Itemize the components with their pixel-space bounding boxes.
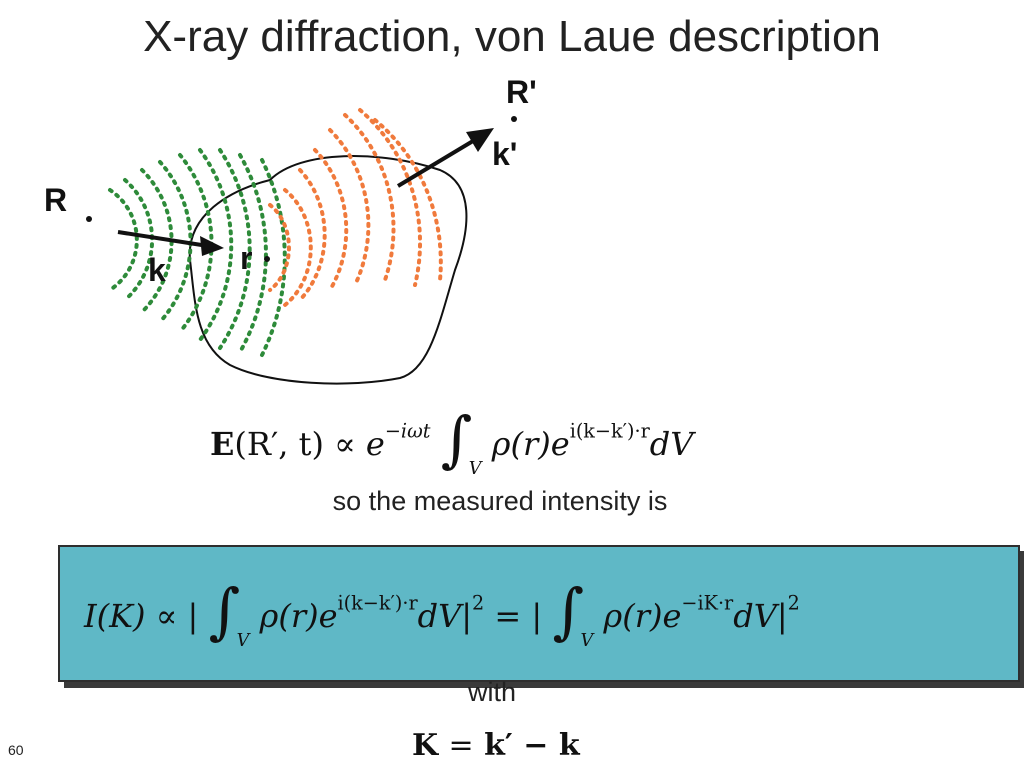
slide-title: X-ray diffraction, von Laue description: [143, 12, 881, 61]
point-R: [86, 216, 92, 222]
with-caption: with: [468, 677, 517, 707]
scattered-wavefronts: [268, 108, 443, 307]
scattering-diagram: [108, 108, 494, 385]
label-R-prime: R': [506, 74, 537, 110]
label-r: r: [240, 240, 253, 276]
intensity-caption: so the measured intensity is: [332, 486, 668, 516]
incident-arrow: [117, 230, 224, 256]
field-equation: E(R′, t) ∝ e−iωt ∫V ρ(r)ei(k−k′)·rdV: [210, 404, 694, 480]
label-k-prime: k': [492, 136, 518, 172]
point-r: [264, 256, 270, 262]
page-number: 60: [8, 742, 24, 758]
label-k: k: [148, 252, 166, 288]
intensity-equation-box: [58, 545, 1020, 682]
scattering-vector-equation: K = k′ − k: [412, 728, 580, 763]
point-R-prime: [511, 116, 517, 122]
intensity-equation: I(K) ∝ | ∫V ρ(r)ei(k−k′)·rdV|2 = | ∫V ρ(…: [84, 576, 800, 652]
incident-wavefronts: [108, 148, 287, 357]
scattered-arrow: [396, 128, 494, 188]
label-R: R: [44, 182, 68, 218]
